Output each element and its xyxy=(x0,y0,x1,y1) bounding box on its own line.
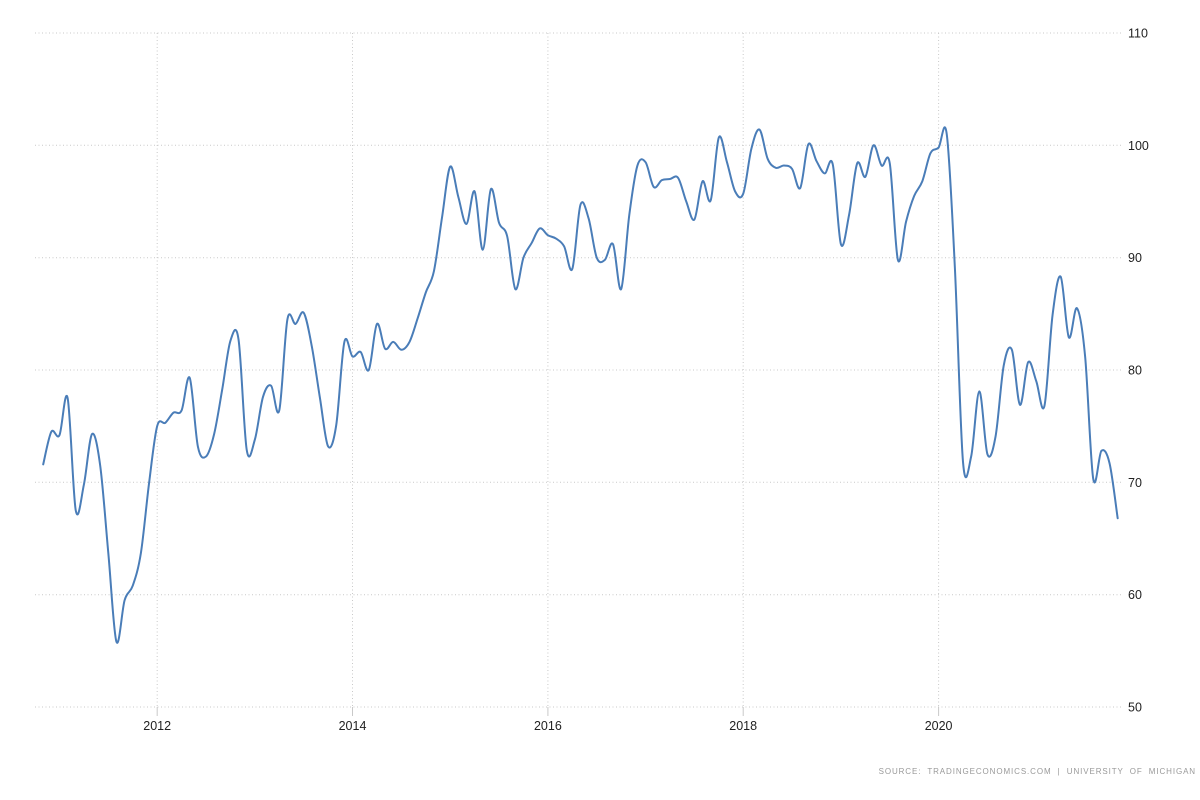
source-attribution: SOURCE: TRADINGECONOMICS.COM | UNIVERSIT… xyxy=(879,767,1196,776)
y-axis-labels: 110 100 90 80 70 60 50 xyxy=(1128,27,1149,715)
x-axis-label: 2018 xyxy=(729,719,757,733)
y-axis-label: 90 xyxy=(1128,251,1142,265)
vertical-gridlines xyxy=(156,33,940,707)
sentiment-line-series xyxy=(42,126,1119,644)
x-axis-tickmarks xyxy=(156,707,940,716)
x-axis-label: 2020 xyxy=(925,719,953,733)
y-axis-label: 50 xyxy=(1128,701,1142,715)
x-axis-labels: 2012 2014 2016 2018 2020 xyxy=(143,719,952,733)
y-axis-label: 110 xyxy=(1128,27,1148,41)
y-axis-label: 100 xyxy=(1128,139,1149,153)
horizontal-gridlines xyxy=(35,32,1122,708)
x-axis-label: 2016 xyxy=(534,719,562,733)
x-axis-label: 2014 xyxy=(339,719,367,733)
y-axis-label: 60 xyxy=(1128,588,1142,602)
y-axis-label: 70 xyxy=(1128,476,1142,490)
x-axis-label: 2012 xyxy=(143,719,171,733)
y-axis-label: 80 xyxy=(1128,364,1142,378)
